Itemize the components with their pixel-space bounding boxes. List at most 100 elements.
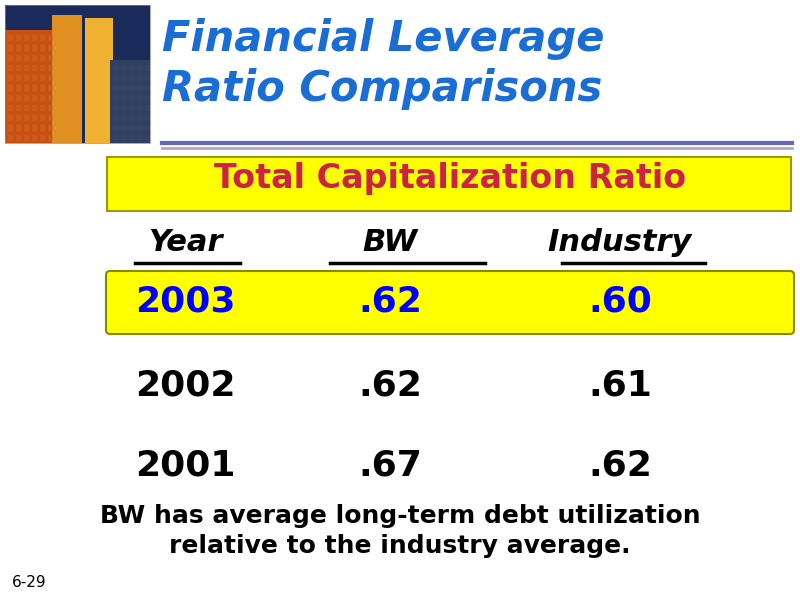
FancyBboxPatch shape [24,115,29,121]
FancyBboxPatch shape [145,125,150,131]
FancyBboxPatch shape [16,35,21,41]
FancyBboxPatch shape [24,55,29,61]
Text: .60: .60 [588,285,652,319]
Text: relative to the industry average.: relative to the industry average. [170,534,630,558]
FancyBboxPatch shape [137,85,142,91]
FancyBboxPatch shape [113,65,118,71]
FancyBboxPatch shape [8,125,13,131]
FancyBboxPatch shape [48,125,53,131]
FancyBboxPatch shape [24,95,29,101]
FancyBboxPatch shape [40,85,45,91]
FancyBboxPatch shape [113,125,118,131]
Text: 2003: 2003 [134,285,235,319]
FancyBboxPatch shape [121,135,126,141]
Text: 6-29: 6-29 [12,575,46,590]
FancyBboxPatch shape [24,35,29,41]
FancyBboxPatch shape [24,135,29,141]
FancyBboxPatch shape [113,75,118,81]
FancyBboxPatch shape [121,95,126,101]
Text: .62: .62 [358,285,422,319]
Text: .62: .62 [588,448,652,482]
Text: .62: .62 [358,368,422,402]
FancyBboxPatch shape [40,75,45,81]
FancyBboxPatch shape [121,125,126,131]
FancyBboxPatch shape [40,105,45,111]
FancyBboxPatch shape [32,135,37,141]
FancyBboxPatch shape [24,85,29,91]
FancyBboxPatch shape [8,135,13,141]
FancyBboxPatch shape [106,271,794,334]
FancyBboxPatch shape [129,65,134,71]
FancyBboxPatch shape [48,35,53,41]
FancyBboxPatch shape [8,85,13,91]
FancyBboxPatch shape [32,85,37,91]
FancyBboxPatch shape [129,85,134,91]
FancyBboxPatch shape [40,65,45,71]
FancyBboxPatch shape [32,105,37,111]
FancyBboxPatch shape [48,85,53,91]
FancyBboxPatch shape [40,115,45,121]
FancyBboxPatch shape [113,105,118,111]
FancyBboxPatch shape [145,85,150,91]
FancyBboxPatch shape [8,95,13,101]
FancyBboxPatch shape [145,95,150,101]
FancyBboxPatch shape [129,125,134,131]
FancyBboxPatch shape [48,95,53,101]
FancyBboxPatch shape [113,95,118,101]
FancyBboxPatch shape [8,65,13,71]
FancyBboxPatch shape [16,85,21,91]
Text: Ratio Comparisons: Ratio Comparisons [162,68,602,110]
FancyBboxPatch shape [129,95,134,101]
FancyBboxPatch shape [40,135,45,141]
FancyBboxPatch shape [113,85,118,91]
FancyBboxPatch shape [137,115,142,121]
FancyBboxPatch shape [16,125,21,131]
Text: BW has average long-term debt utilization: BW has average long-term debt utilizatio… [100,504,700,528]
FancyBboxPatch shape [48,65,53,71]
FancyBboxPatch shape [129,115,134,121]
FancyBboxPatch shape [52,15,82,143]
FancyBboxPatch shape [129,135,134,141]
FancyBboxPatch shape [137,125,142,131]
FancyBboxPatch shape [32,95,37,101]
Text: Year: Year [148,228,222,257]
FancyBboxPatch shape [40,55,45,61]
Text: Financial Leverage: Financial Leverage [162,18,605,60]
FancyBboxPatch shape [32,125,37,131]
FancyBboxPatch shape [113,115,118,121]
FancyBboxPatch shape [24,65,29,71]
FancyBboxPatch shape [32,55,37,61]
FancyBboxPatch shape [32,65,37,71]
FancyBboxPatch shape [121,85,126,91]
FancyBboxPatch shape [48,55,53,61]
FancyBboxPatch shape [137,95,142,101]
FancyBboxPatch shape [32,75,37,81]
FancyBboxPatch shape [145,65,150,71]
Text: BW: BW [362,228,418,257]
FancyBboxPatch shape [16,105,21,111]
FancyBboxPatch shape [137,75,142,81]
FancyBboxPatch shape [8,55,13,61]
FancyBboxPatch shape [8,105,13,111]
FancyBboxPatch shape [145,135,150,141]
FancyBboxPatch shape [5,5,150,143]
FancyBboxPatch shape [107,157,791,211]
FancyBboxPatch shape [24,105,29,111]
FancyBboxPatch shape [137,65,142,71]
FancyBboxPatch shape [48,45,53,51]
FancyBboxPatch shape [48,135,53,141]
FancyBboxPatch shape [137,105,142,111]
FancyBboxPatch shape [16,45,21,51]
FancyBboxPatch shape [24,125,29,131]
FancyBboxPatch shape [48,75,53,81]
FancyBboxPatch shape [8,45,13,51]
FancyBboxPatch shape [48,115,53,121]
FancyBboxPatch shape [8,75,13,81]
FancyBboxPatch shape [129,105,134,111]
FancyBboxPatch shape [145,75,150,81]
FancyBboxPatch shape [40,45,45,51]
Text: Total Capitalization Ratio: Total Capitalization Ratio [214,162,686,195]
FancyBboxPatch shape [16,75,21,81]
FancyBboxPatch shape [113,135,118,141]
FancyBboxPatch shape [32,115,37,121]
